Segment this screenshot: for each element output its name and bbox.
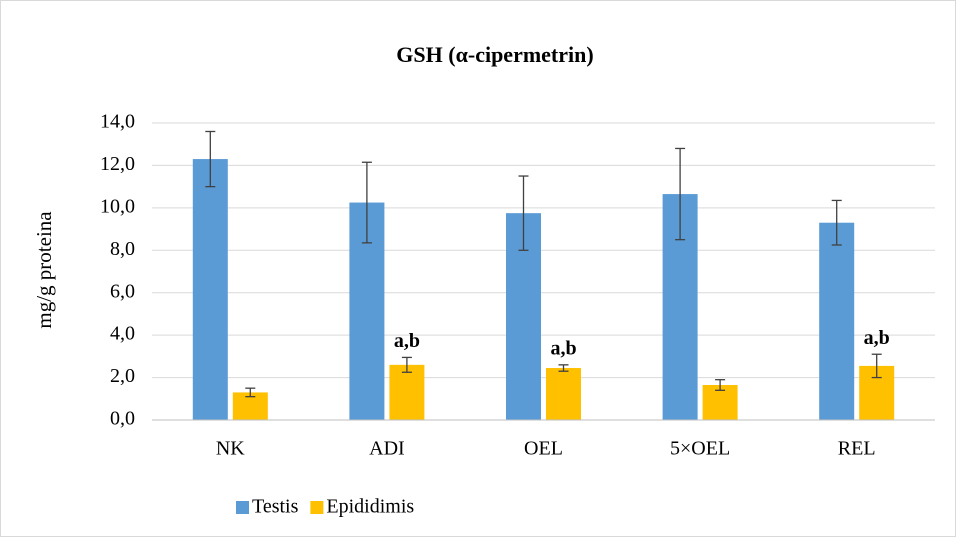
error-bar bbox=[518, 175, 529, 251]
x-tick-label: REL bbox=[838, 438, 876, 460]
y-tick-label: 6,0 bbox=[110, 280, 135, 302]
bar bbox=[546, 368, 581, 420]
error-bar bbox=[558, 364, 569, 372]
annotation: a,b bbox=[394, 330, 420, 352]
error-bar bbox=[361, 161, 372, 244]
x-tick-label: OEL bbox=[524, 438, 563, 460]
error-bar bbox=[205, 130, 216, 188]
error-bar bbox=[401, 356, 412, 373]
x-tick-label: NK bbox=[216, 438, 245, 460]
x-tick-label: 5×OEL bbox=[670, 438, 730, 460]
error-bar bbox=[715, 379, 726, 391]
y-tick-label: 8,0 bbox=[110, 238, 135, 260]
bar bbox=[192, 159, 228, 421]
y-tick-label: 14,0 bbox=[100, 111, 135, 133]
legend-swatch bbox=[310, 501, 324, 514]
annotation: a,b bbox=[864, 327, 890, 349]
bar bbox=[389, 364, 425, 420]
annotation: a,b bbox=[550, 337, 576, 359]
error-bar bbox=[245, 387, 256, 398]
legend-swatch bbox=[236, 501, 249, 514]
y-tick-label: 12,0 bbox=[100, 153, 135, 175]
error-bar bbox=[871, 353, 882, 379]
bar bbox=[819, 222, 855, 420]
y-tick-label: 10,0 bbox=[100, 195, 135, 217]
y-tick-label: 0,0 bbox=[110, 408, 135, 430]
y-tick-label: 2,0 bbox=[110, 365, 135, 387]
legend-label: Testis bbox=[252, 496, 299, 518]
y-axis-label: mg/g proteina bbox=[32, 211, 56, 329]
error-bar bbox=[831, 199, 842, 246]
x-tick-label: ADI bbox=[369, 438, 405, 460]
error-bar bbox=[675, 147, 686, 241]
legend-label: Epididimis bbox=[326, 496, 414, 518]
chart-title: GSH (α-cipermetrin) bbox=[396, 42, 593, 67]
y-tick-label: 4,0 bbox=[110, 323, 135, 345]
